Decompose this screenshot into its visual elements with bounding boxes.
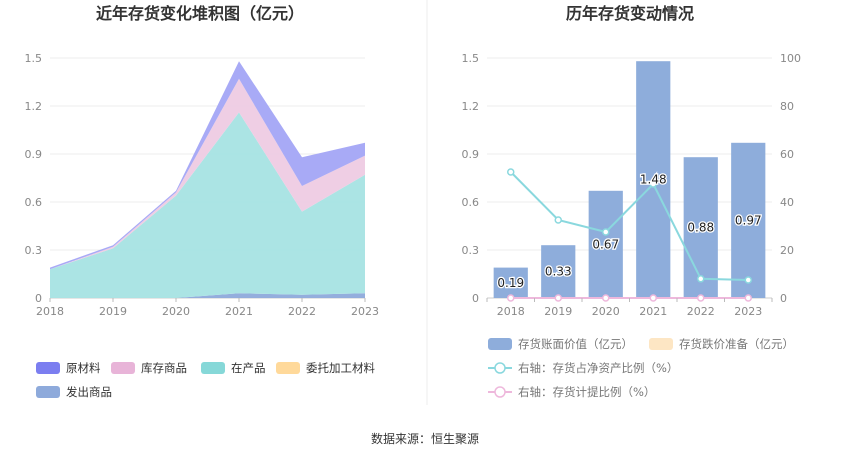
left-legend-item[interactable]: 在产品 — [201, 361, 266, 375]
right-y-tick-label: 0.9 — [462, 148, 480, 161]
left-axis: 2018 2019 2020 2021 2022 2023 — [36, 298, 379, 318]
left-x-tick-label: 2019 — [99, 305, 127, 318]
left-y-tick-label: 0 — [35, 292, 42, 305]
left-chart-title: 近年存货变化堆积图（亿元） — [96, 4, 304, 23]
right-bar-labels: 0.19 0.33 0.67 1.48 0.88 0.97 — [496, 171, 763, 291]
bar-value-label: 0.88 — [687, 221, 714, 235]
line-point[interactable] — [507, 168, 515, 176]
bar[interactable] — [731, 142, 766, 298]
right-y-tick-label: 1.2 — [462, 100, 480, 113]
area-原材料 — [50, 61, 365, 270]
left-legend-label: 发出商品 — [66, 385, 112, 399]
right-bars — [493, 61, 766, 299]
right-chart-title: 历年存货变动情况 — [566, 4, 694, 23]
stacked-area-chart: 近年存货变化堆积图（亿元） 00.30.60.91.21.5 2018 2019 2… — [25, 4, 380, 399]
left-x-tick-label: 2023 — [351, 305, 379, 318]
right-legend: 存货账面价值（亿元） 存货跌价准备（亿元）右轴：存货占净资产比例（%） 右轴：存货计… — [488, 337, 794, 399]
bar-value-label: 0.19 — [497, 276, 524, 290]
left-legend-swatch — [36, 386, 60, 398]
bar[interactable] — [493, 267, 528, 298]
right-x-tick-label: 2018 — [497, 305, 525, 318]
line-point[interactable] — [554, 216, 562, 224]
line-point[interactable] — [649, 180, 657, 188]
line-point[interactable] — [554, 294, 562, 302]
right-y2-tick-label: 40 — [780, 196, 794, 209]
line-point[interactable] — [649, 294, 657, 302]
right-legend-label: 存货跌价准备（亿元） — [679, 337, 794, 351]
right-y2-tick-label: 0 — [780, 292, 787, 305]
right-y-tick-label: 0 — [472, 292, 479, 305]
bar-value-label: 0.33 — [545, 265, 572, 279]
right-x-tick-label: 2019 — [544, 305, 572, 318]
bar-value-label: 0.67 — [592, 237, 619, 251]
left-legend-label: 库存商品 — [141, 361, 187, 375]
left-y-tick-label: 0.6 — [25, 196, 43, 209]
bar-line-chart: 历年存货变动情况 0 0.3 0.6 0.9 1.2 1.5 0 20 40 60 80 100 0.… — [462, 4, 802, 399]
left-y-tick-label: 0.9 — [25, 148, 43, 161]
right-legend-label: 存货账面价值（亿元） — [518, 337, 633, 351]
right-legend-item[interactable]: 存货账面价值（亿元） — [488, 337, 633, 351]
left-legend-label: 委托加工材料 — [306, 361, 375, 375]
left-legend-item[interactable]: 原材料 — [36, 361, 101, 375]
line-point[interactable] — [602, 228, 610, 236]
right-x-tick-label: 2022 — [687, 305, 715, 318]
right-legend-item[interactable]: 存货跌价准备（亿元） — [649, 337, 794, 351]
right-y2-tick-label: 20 — [780, 244, 794, 257]
right-y2-tick-label: 80 — [780, 100, 794, 113]
left-legend-item[interactable]: 库存商品 — [111, 361, 187, 375]
right-legend-label: 右轴：存货计提比例（%） — [518, 385, 655, 399]
right-legend-item[interactable]: 右轴：存货计提比例（%） — [488, 385, 655, 399]
right-y-tick-label: 0.6 — [462, 196, 480, 209]
left-legend-swatch — [276, 362, 300, 374]
bar[interactable] — [683, 157, 718, 298]
right-legend-label: 右轴：存货占净资产比例（%） — [518, 361, 678, 375]
right-x-tick-label: 2023 — [734, 305, 762, 318]
left-x-tick-label: 2021 — [225, 305, 253, 318]
right-legend-swatch — [488, 338, 512, 350]
left-legend-label: 原材料 — [66, 361, 101, 375]
source-text: 数据来源：恒生聚源 — [371, 431, 479, 446]
left-legend-swatch — [111, 362, 135, 374]
bar-value-label: 1.48 — [640, 173, 667, 187]
line-series — [510, 171, 749, 281]
left-x-tick-label: 2018 — [36, 305, 64, 318]
bar[interactable] — [541, 245, 576, 298]
left-legend-swatch — [201, 362, 225, 374]
left-y-tick-label: 1.2 — [25, 100, 43, 113]
left-legend-item[interactable]: 委托加工材料 — [276, 361, 375, 375]
right-legend-item[interactable]: 右轴：存货占净资产比例（%） — [488, 361, 678, 375]
line-point[interactable] — [744, 276, 752, 284]
left-x-tick-label: 2020 — [162, 305, 190, 318]
right-legend-swatch — [649, 338, 673, 350]
right-axis: 2018 2019 2020 2021 2022 2023 — [486, 298, 773, 318]
left-areas — [50, 61, 365, 299]
left-x-tick-label: 2022 — [288, 305, 316, 318]
left-y-tick-label: 0.3 — [25, 244, 43, 257]
left-legend-label: 在产品 — [231, 361, 266, 375]
right-legend-marker — [494, 386, 506, 398]
line-point[interactable] — [697, 275, 705, 283]
line-point[interactable] — [507, 294, 515, 302]
right-x-tick-label: 2021 — [639, 305, 667, 318]
right-y-tick-label: 1.5 — [462, 52, 480, 65]
left-y-tick-label: 1.5 — [25, 52, 43, 65]
bar[interactable] — [588, 190, 623, 298]
left-legend-swatch — [36, 362, 60, 374]
bar[interactable] — [636, 61, 671, 299]
right-y2-tick-label: 60 — [780, 148, 794, 161]
line-point[interactable] — [697, 294, 705, 302]
right-x-tick-label: 2020 — [592, 305, 620, 318]
line-point[interactable] — [744, 294, 752, 302]
line-point[interactable] — [602, 294, 610, 302]
bar-value-label: 0.97 — [735, 213, 762, 227]
left-legend-item[interactable]: 发出商品 — [36, 385, 112, 399]
area-在产品 — [50, 112, 365, 299]
right-y2-tick-label: 100 — [780, 52, 801, 65]
right-y-tick-label: 0.3 — [462, 244, 480, 257]
right-legend-marker — [494, 362, 506, 374]
